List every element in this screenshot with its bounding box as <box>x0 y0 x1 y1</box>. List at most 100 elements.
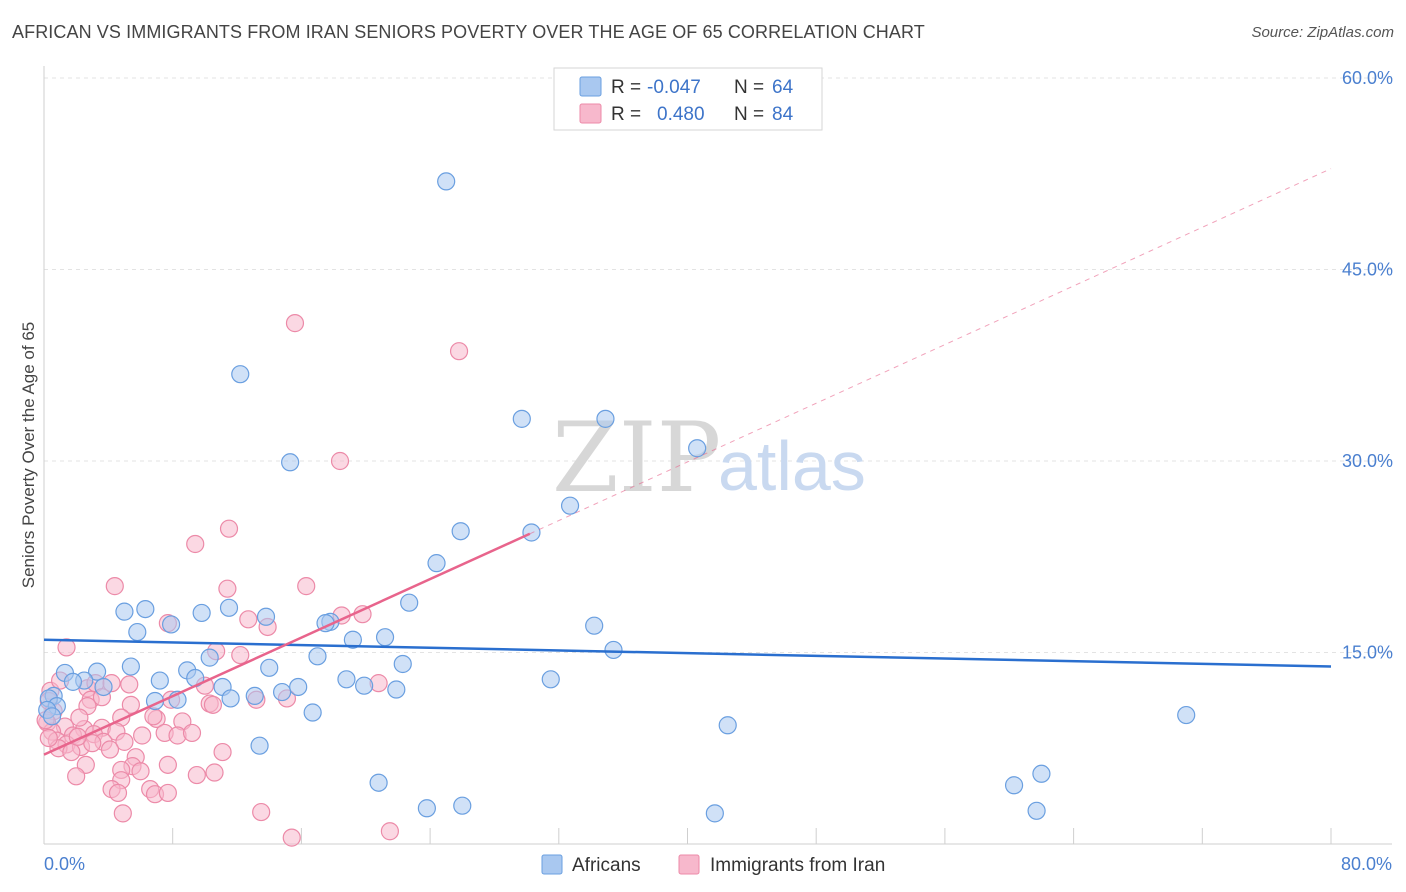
trend-lines <box>43 168 1332 756</box>
africans-point <box>87 662 107 681</box>
watermark-zip: ZIP <box>552 402 721 514</box>
africans-point <box>63 672 83 691</box>
source-label: Source: ZipAtlas.com <box>1251 24 1394 41</box>
africans-point <box>437 172 456 191</box>
iran-point <box>330 451 350 471</box>
africans-point <box>343 630 362 649</box>
africans-point <box>337 670 356 689</box>
iran-point <box>205 763 224 782</box>
africans-point <box>289 677 308 697</box>
africans-point <box>512 409 531 428</box>
africans-point <box>718 716 737 735</box>
bottom-legend-swatch-africans <box>541 854 563 875</box>
iran-point <box>158 783 177 803</box>
iran-point <box>113 804 132 823</box>
iran-point <box>57 638 76 657</box>
y-tick-label: 45.0% <box>1342 260 1393 280</box>
legend-n-value-iran: 84 <box>772 104 794 125</box>
iran-point <box>105 577 124 596</box>
iran-point <box>39 728 58 748</box>
iran-point <box>380 822 399 841</box>
y-tick-label: 15.0% <box>1342 643 1393 663</box>
africans-point <box>375 628 395 647</box>
africans-point <box>272 682 292 702</box>
trend-line-africans <box>43 638 1332 668</box>
africans-point <box>281 453 300 472</box>
africans-point <box>200 648 219 667</box>
x-tick-label-max: 80.0% <box>1341 854 1392 874</box>
africans-point <box>387 680 406 699</box>
africans-point <box>42 707 62 726</box>
africans-point <box>136 599 155 619</box>
africans-point <box>427 554 446 573</box>
bottom-legend-label-africans: Africans <box>572 855 641 876</box>
africans-point <box>250 736 269 755</box>
africans-point <box>192 603 211 623</box>
africans-point <box>1027 801 1046 820</box>
trend-line-iran <box>43 532 531 756</box>
iran-point <box>297 577 316 596</box>
legend-n-label-iran: N = <box>734 104 764 125</box>
africans-point <box>417 799 436 818</box>
iran-point <box>203 695 223 714</box>
legend-r-value-iran: 0.480 <box>657 104 705 125</box>
africans-point <box>369 773 388 792</box>
africans-point <box>94 677 113 697</box>
africans-point <box>308 647 327 666</box>
africans-point <box>596 409 615 428</box>
africans-point <box>150 671 169 690</box>
iran-point <box>100 740 120 759</box>
iran-point <box>133 726 152 745</box>
africans-point <box>245 686 264 706</box>
africans-point <box>705 804 724 823</box>
africans-point <box>115 602 134 621</box>
africans-point <box>541 670 560 689</box>
iran-point <box>131 762 150 781</box>
africans-point <box>121 657 140 676</box>
legend-n-label-africans: N = <box>734 77 764 98</box>
africans-point <box>560 496 580 515</box>
africans-point <box>1004 776 1024 795</box>
africans-point <box>453 796 472 815</box>
legend-swatch-africans <box>579 76 602 97</box>
y-axis-label: Seniors Poverty Over the Age of 65 <box>19 322 38 588</box>
iran-point <box>182 723 202 743</box>
series-iran-points <box>36 314 469 847</box>
bottom-legend-label-iran: Immigrants from Iran <box>710 855 885 876</box>
iran-point <box>252 802 271 822</box>
africans-point <box>355 676 374 695</box>
africans-point <box>451 522 470 541</box>
y-tick-label: 60.0% <box>1342 68 1393 88</box>
iran-point <box>186 534 205 554</box>
iran-point <box>282 828 301 847</box>
trend-line-iran-extension <box>529 168 1332 535</box>
iran-point <box>62 742 81 762</box>
iran-point <box>115 732 134 751</box>
iran-point <box>120 675 139 694</box>
iran-point <box>187 765 206 785</box>
africans-point <box>128 622 147 642</box>
iran-point <box>285 314 305 333</box>
iran-point <box>67 767 86 786</box>
africans-point <box>231 365 250 384</box>
series-africans-points <box>38 172 1196 823</box>
africans-point <box>1177 705 1196 725</box>
legend-n-value-africans: 64 <box>772 77 794 98</box>
legend-r-label-iran: R = <box>611 104 641 125</box>
africans-point <box>219 598 239 617</box>
iran-point <box>239 610 258 629</box>
legend: R = -0.047 N = 64 R = 0.480 N = 84 <box>553 67 823 131</box>
iran-point <box>449 342 469 361</box>
gridlines <box>44 77 1392 653</box>
iran-point <box>144 707 163 726</box>
africans-point <box>303 703 322 722</box>
iran-point <box>213 742 232 762</box>
africans-point <box>161 615 181 634</box>
africans-point <box>688 439 707 458</box>
iran-point <box>158 755 177 774</box>
africans-point <box>1032 764 1051 783</box>
africans-point <box>256 607 276 626</box>
bottom-legend: Africans Immigrants from Iran <box>541 854 885 876</box>
iran-point <box>218 579 237 598</box>
